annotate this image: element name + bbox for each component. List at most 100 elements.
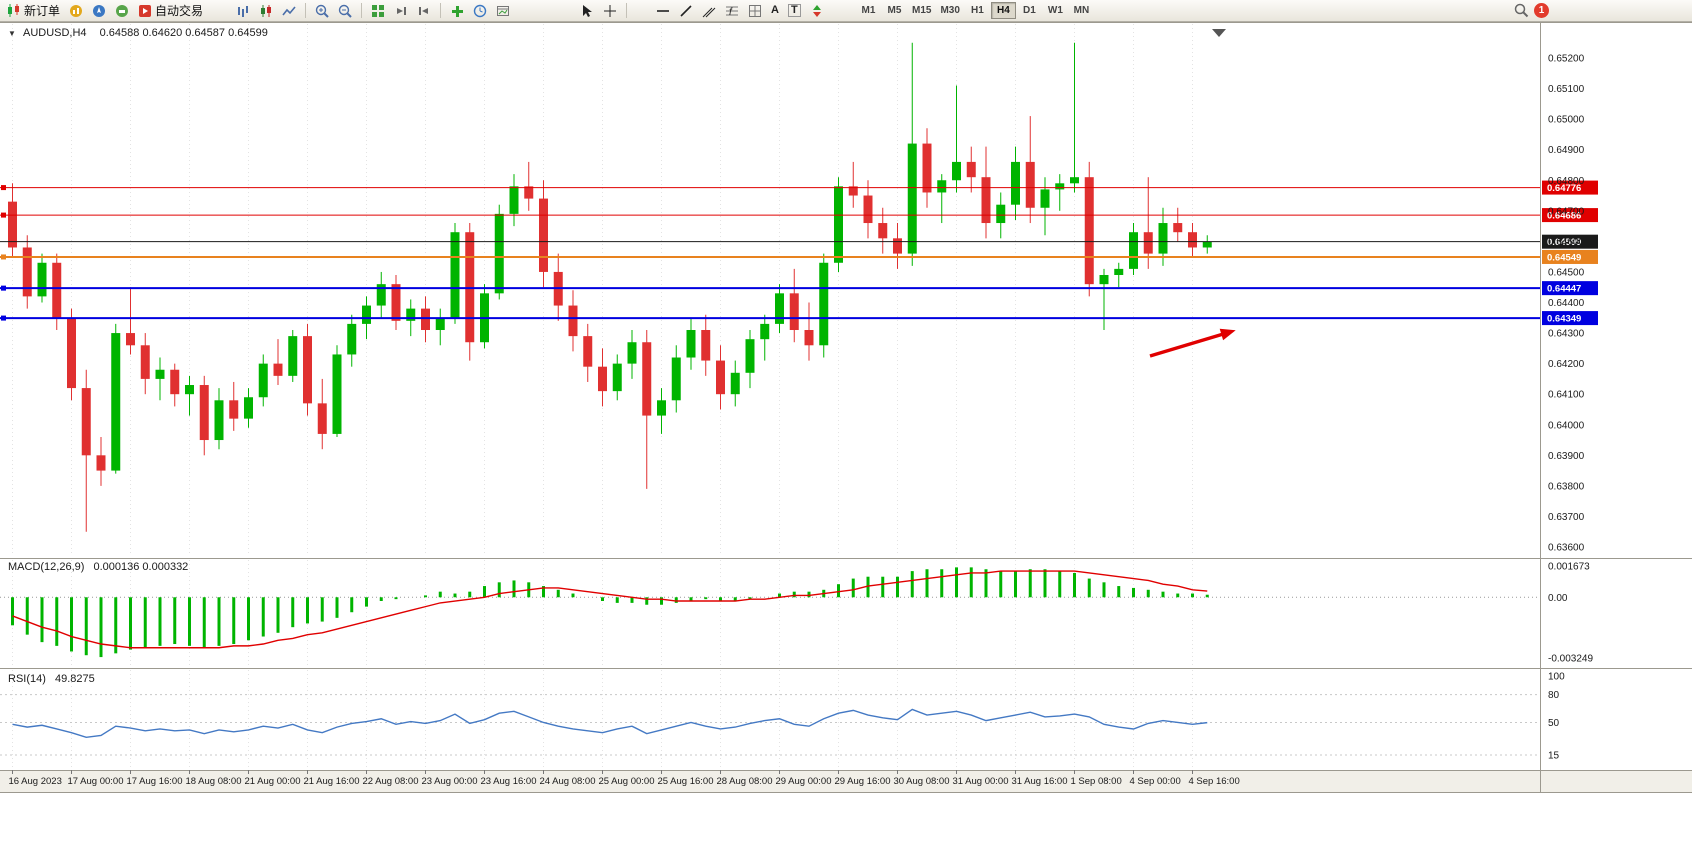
trendline-tool-button[interactable] <box>675 1 697 20</box>
auto-scroll-button[interactable] <box>390 1 412 20</box>
market-watch-button[interactable] <box>65 1 87 20</box>
timeframe-d1-button[interactable]: D1 <box>1017 2 1042 19</box>
terminal-icon <box>116 4 129 17</box>
cursor-button[interactable] <box>576 1 598 20</box>
chart-shift-button[interactable] <box>413 1 435 20</box>
candle-body <box>170 369 180 395</box>
timeframe-h1-button[interactable]: H1 <box>965 2 990 19</box>
zoom-in-button[interactable] <box>311 1 333 20</box>
rsi-axis-label: 100 <box>1548 672 1565 683</box>
timeframe-m1-button[interactable]: M1 <box>856 2 881 19</box>
time-axis-label: 21 Aug 00:00 <box>245 776 301 787</box>
candle-body <box>52 262 62 318</box>
symbol-label: AUDUSD,H4 <box>22 27 87 39</box>
time-axis-label: 16 Aug 2023 <box>9 776 62 787</box>
shapes-tool-button[interactable] <box>744 1 766 20</box>
candle-body <box>1040 189 1050 208</box>
text-tool-button[interactable]: A <box>767 1 783 20</box>
search-button[interactable] <box>1510 1 1533 20</box>
candle-body <box>155 369 165 379</box>
candle-body <box>244 397 253 419</box>
rsi-value: 49.8275 <box>54 673 95 685</box>
price-axis-label: 0.64200 <box>1548 359 1585 370</box>
candle-body <box>583 336 593 367</box>
macd-name: MACD(12,26,9) <box>8 561 85 573</box>
red-trend-arrow-head[interactable] <box>1219 328 1236 341</box>
indicators-button[interactable] <box>446 1 468 20</box>
price-badge-text: 0.64776 <box>1547 183 1581 194</box>
level-handle[interactable] <box>1 212 6 218</box>
level-handle[interactable] <box>1 185 6 191</box>
zoom-out-button[interactable] <box>334 1 356 20</box>
market-watch-icon <box>70 4 83 17</box>
channel-tool-button[interactable] <box>698 1 720 20</box>
red-trend-arrow[interactable] <box>1149 330 1231 358</box>
timeframe-m5-button[interactable]: M5 <box>882 2 907 19</box>
candle-body <box>937 180 947 193</box>
line-chart-mode-button[interactable] <box>278 1 300 20</box>
rsi-axis-label: 15 <box>1548 751 1560 762</box>
macd-panel-label: MACD(12,26,9) 0.000136 0.000332 <box>8 561 188 573</box>
main-toolbar: 新订单 自动交易 f A T <box>0 0 1692 22</box>
timeframe-w1-button[interactable]: W1 <box>1043 2 1068 19</box>
navigator-button[interactable] <box>88 1 110 20</box>
bar-chart-mode-button[interactable] <box>232 1 254 20</box>
price-axis-label: 0.64000 <box>1548 420 1585 431</box>
arrows-tool-icon <box>812 4 821 17</box>
time-axis-label: 17 Aug 00:00 <box>68 776 124 787</box>
search-icon <box>1514 3 1529 18</box>
candle-body <box>509 186 519 214</box>
chart-shift-marker[interactable] <box>1212 29 1226 37</box>
level-handle[interactable] <box>1 285 6 291</box>
periods-button[interactable] <box>469 1 491 20</box>
zoom-in-icon <box>315 4 329 18</box>
candle-body <box>8 201 17 248</box>
timeframe-group: M1 M5 M15 M30 H1 H4 D1 W1 MN <box>856 0 1094 21</box>
price-axis-label: 0.65100 <box>1548 84 1585 95</box>
chart-plot-area[interactable] <box>0 22 1540 558</box>
level-handle[interactable] <box>1 315 6 321</box>
level-handle[interactable] <box>1 254 6 260</box>
line-chart-icon <box>282 5 296 15</box>
macd-axis-label: 0.001673 <box>1548 562 1590 573</box>
price-axis-label: 0.64100 <box>1548 390 1585 401</box>
candle-body <box>450 232 460 318</box>
price-axis-label: 0.63700 <box>1548 512 1585 523</box>
timeframe-m30-button[interactable]: M30 <box>936 2 963 19</box>
terminal-button[interactable] <box>111 1 133 20</box>
time-axis[interactable] <box>0 770 1692 792</box>
candle-body <box>642 342 652 416</box>
candle-body <box>775 293 784 324</box>
notification-badge[interactable]: 1 <box>1534 3 1549 18</box>
candle-body <box>863 195 873 224</box>
price-badge-text: 0.64686 <box>1547 211 1581 222</box>
time-axis-label: 4 Sep 00:00 <box>1130 776 1181 787</box>
candle-body <box>1173 223 1183 233</box>
toolbar-separator <box>626 3 627 18</box>
timeframe-mn-button[interactable]: MN <box>1069 2 1094 19</box>
candle-body <box>657 400 666 416</box>
candle-body <box>1011 161 1020 205</box>
auto-trading-label: 自动交易 <box>155 4 204 18</box>
horizontal-line-tool-button[interactable] <box>652 1 674 20</box>
candlestick-mode-button[interactable] <box>255 1 277 20</box>
timeframe-m15-button[interactable]: M15 <box>908 2 935 19</box>
fibonacci-tool-button[interactable]: f <box>721 1 743 20</box>
price-axis-label: 0.65000 <box>1548 115 1585 126</box>
candle-body <box>376 284 386 306</box>
candle-body <box>996 204 1006 224</box>
collapse-triangle-icon[interactable]: ▼ <box>8 29 16 38</box>
candle-body <box>686 330 696 358</box>
price-axis[interactable] <box>1541 22 1692 792</box>
arrows-tool-button[interactable] <box>806 1 828 20</box>
label-tool-button[interactable]: T <box>784 1 805 20</box>
tile-windows-button[interactable] <box>367 1 389 20</box>
new-order-button[interactable]: 新订单 <box>2 1 64 20</box>
rsi-name: RSI(14) <box>8 673 46 685</box>
candle-body <box>362 305 371 324</box>
candle-body <box>1158 223 1168 254</box>
crosshair-button[interactable] <box>599 1 621 20</box>
auto-trading-button[interactable]: 自动交易 <box>134 1 207 20</box>
timeframe-h4-button[interactable]: H4 <box>990 2 1016 19</box>
templates-button[interactable] <box>492 1 514 20</box>
